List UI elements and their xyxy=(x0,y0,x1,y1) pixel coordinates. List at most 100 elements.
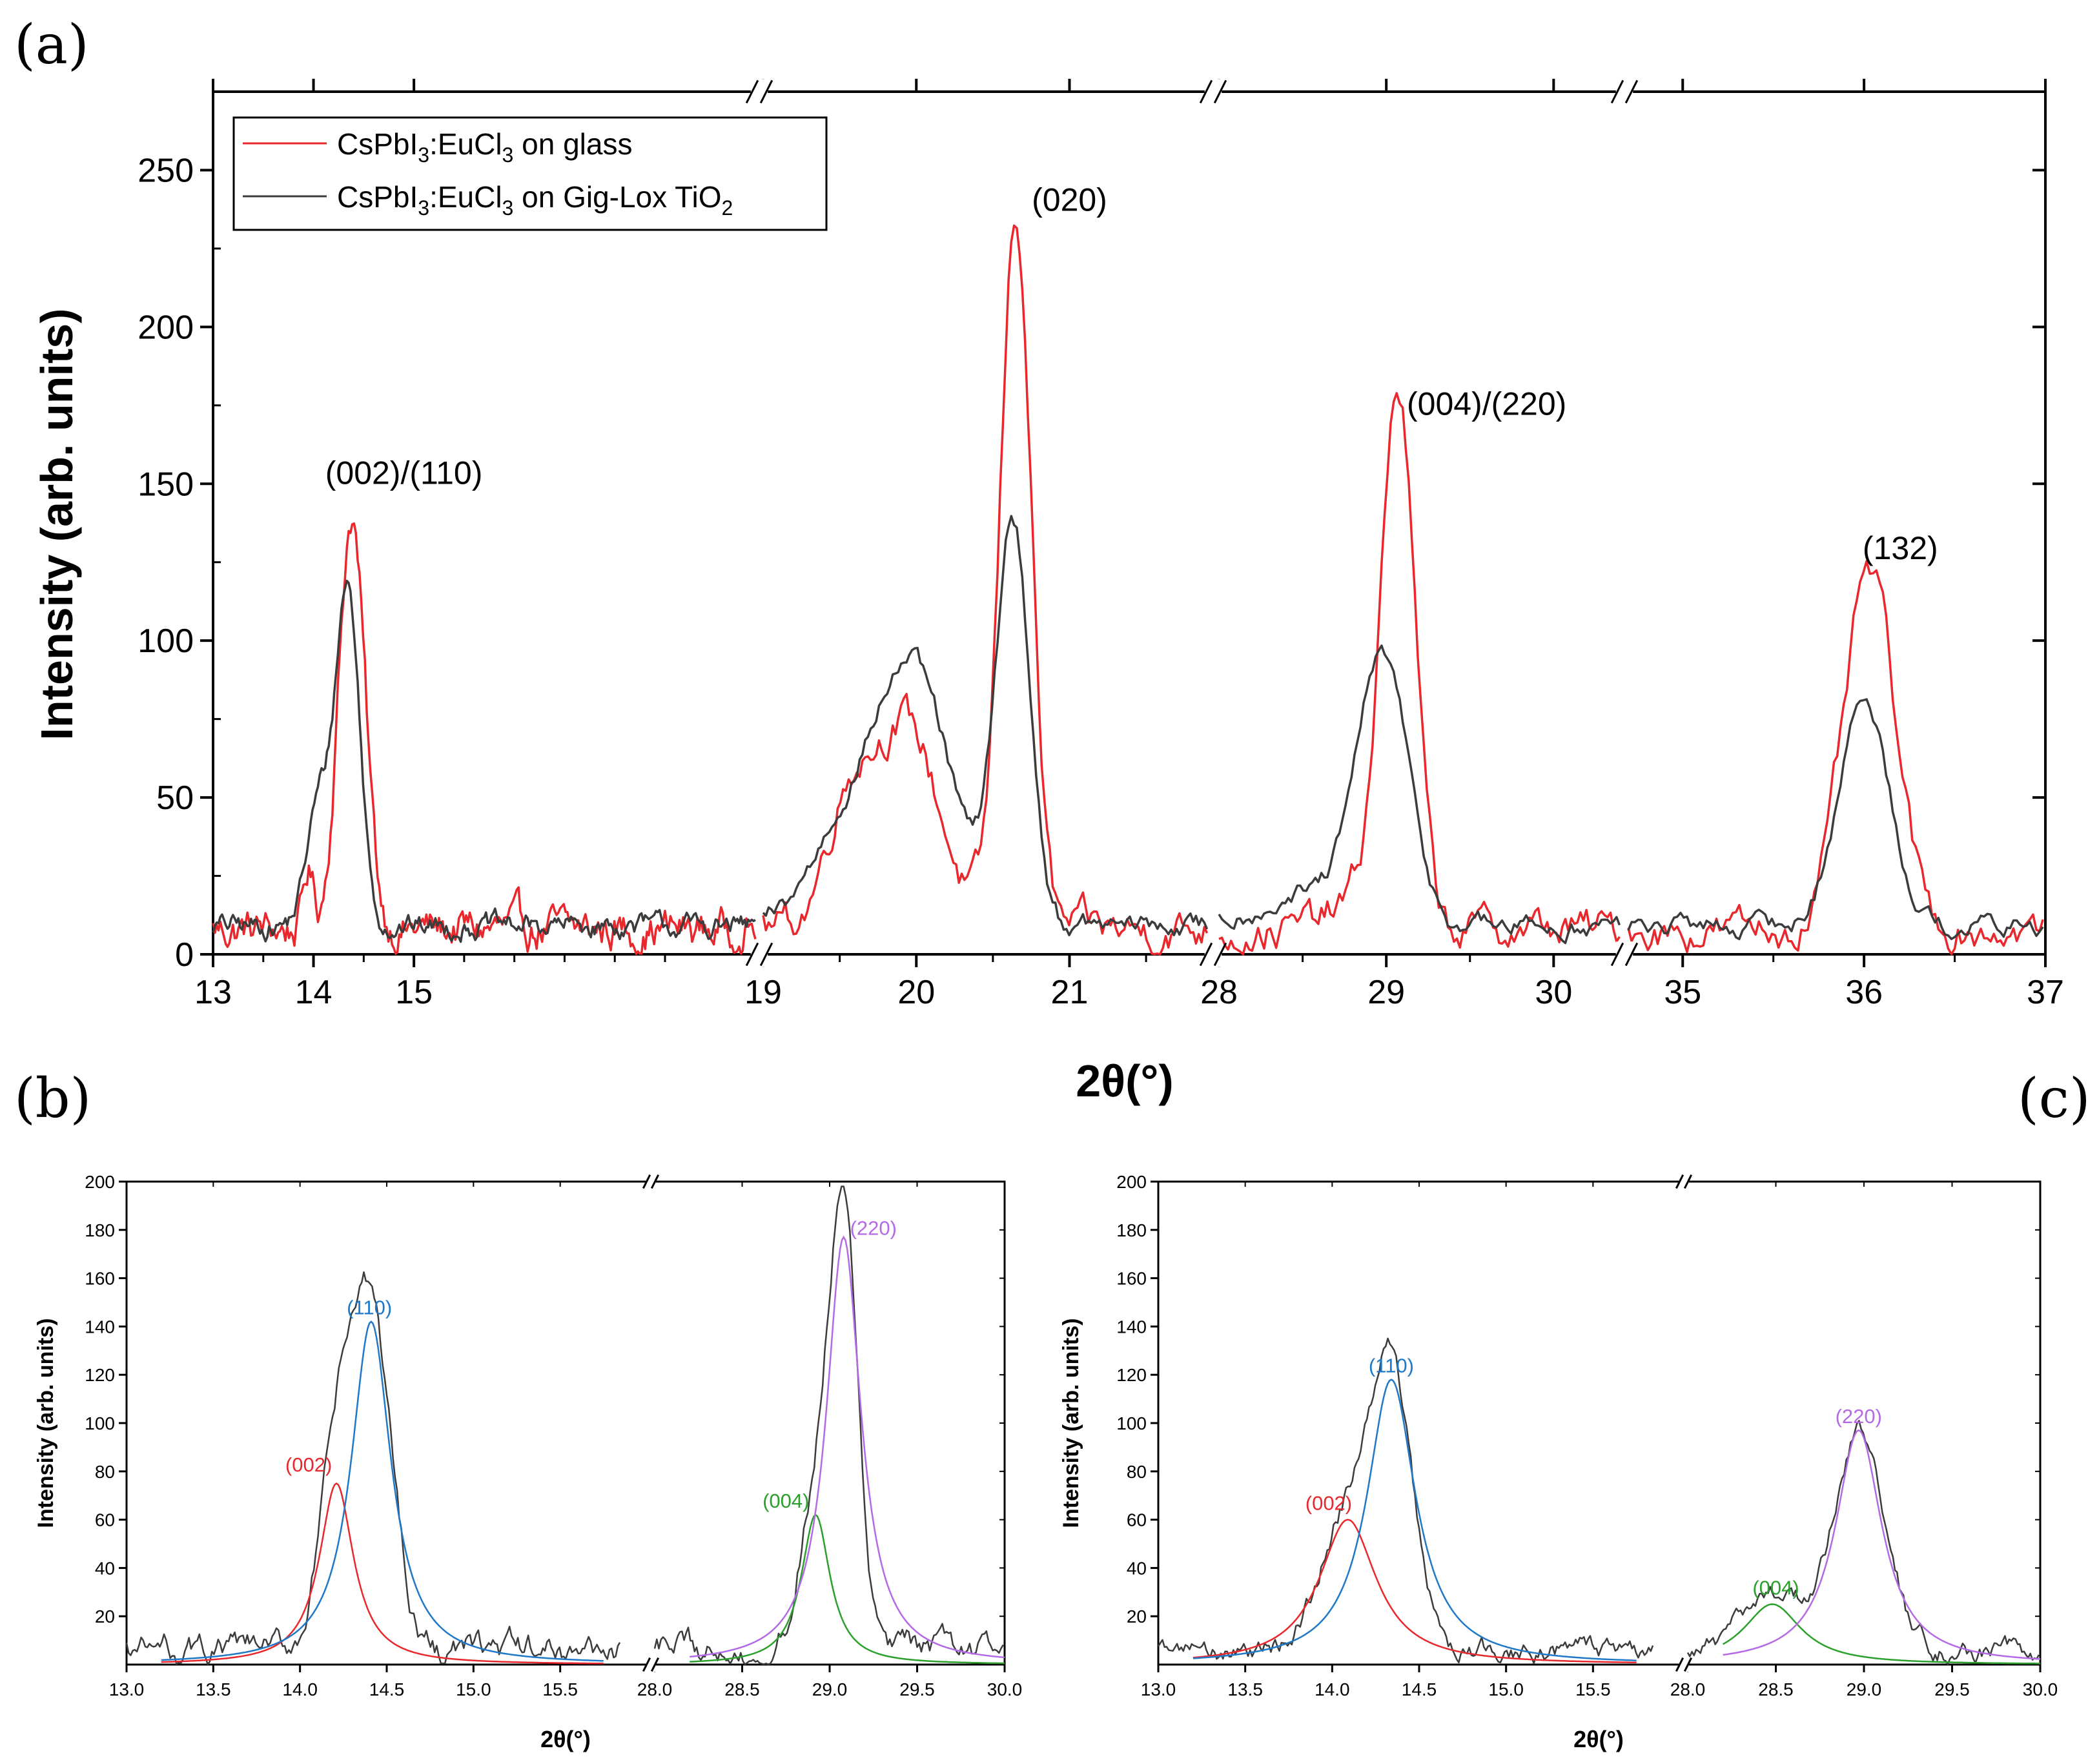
a-series-0-seg-2 xyxy=(1218,392,1621,956)
b-ytick-label: 60 xyxy=(95,1510,115,1530)
a-ytick-label: 0 xyxy=(175,936,194,974)
a-xtick-label: 21 xyxy=(1051,974,1089,1011)
a-xtick-label: 28 xyxy=(1200,974,1238,1011)
a-axis-break-bottom-1-2 xyxy=(1213,942,1227,967)
b-xtick-label: 15.5 xyxy=(542,1679,578,1699)
c-xtick-label: 15.0 xyxy=(1488,1679,1524,1699)
a-axis-break-top-1-2 xyxy=(1213,79,1227,104)
a-peak-label: (002)/(110) xyxy=(325,455,483,491)
b-axis-break-bottom xyxy=(642,1657,651,1672)
c-peak-label: (110) xyxy=(1369,1354,1414,1377)
b-ytick-label: 100 xyxy=(85,1413,115,1433)
a-axis-break-bottom-1 xyxy=(1199,942,1213,967)
b-ytick-label: 20 xyxy=(95,1606,115,1626)
chart-a-ylabel: Intensity (arb. units) xyxy=(32,309,82,741)
c-axis-break-bottom-2 xyxy=(1683,1657,1693,1672)
a-ytick-label: 250 xyxy=(138,152,194,189)
a-xtick-label: 20 xyxy=(897,974,935,1011)
a-ytick-label: 100 xyxy=(138,622,194,660)
c-peak-label: (220) xyxy=(1836,1405,1882,1428)
a-axis-break-bottom-0-gap xyxy=(750,941,768,967)
c-xtick-label: 30.0 xyxy=(2023,1679,2058,1699)
a-peak-label: (004)/(220) xyxy=(1407,385,1566,422)
chart-a-frame xyxy=(212,90,2047,956)
a-axis-break-bottom-2 xyxy=(1610,942,1624,967)
c-ytick-label: 20 xyxy=(1127,1606,1147,1626)
b-xtick-label: 28.0 xyxy=(637,1679,673,1699)
a-axis-break-top-0-2 xyxy=(759,79,773,104)
a-peak-label: (020) xyxy=(1032,182,1107,218)
b-xtick-label: 13.5 xyxy=(196,1679,231,1699)
a-series-1-seg-3 xyxy=(1627,698,2044,941)
c-xtick-label: 28.0 xyxy=(1670,1679,1706,1699)
c-ytick-label: 120 xyxy=(1116,1365,1147,1385)
a-ytick-label: 50 xyxy=(156,779,194,817)
chart-b-ylabel: Intensity (arb. units) xyxy=(34,1318,58,1528)
c-peak-label: (002) xyxy=(1305,1492,1352,1515)
a-xtick-label: 36 xyxy=(1845,974,1883,1011)
c-ytick-label: 140 xyxy=(1116,1317,1147,1337)
b-xtick-label: 14.5 xyxy=(369,1679,405,1699)
a-axis-break-bottom-0-2 xyxy=(759,942,773,967)
chart-c: 20 40 60 80 100 120 140 160 180 200 13.0 13.5 14.0 14… xyxy=(1059,1172,2058,1752)
b-peak-label: (110) xyxy=(347,1297,392,1319)
b-xtick-label: 28.5 xyxy=(724,1679,760,1699)
a-xtick-label: 19 xyxy=(744,974,782,1011)
a-ytick-label: 200 xyxy=(138,309,194,346)
b-peak-label: (004) xyxy=(763,1490,809,1512)
b-peak-label: (220) xyxy=(850,1216,897,1239)
a-series-1-seg-2 xyxy=(1218,644,1621,945)
b-fit-004 xyxy=(690,1513,1005,1665)
c-xtick-label: 13.0 xyxy=(1141,1679,1176,1699)
a-axis-break-top-0-gap xyxy=(750,79,768,105)
legend-a-box xyxy=(232,116,828,231)
a-xtick-label: 14 xyxy=(295,974,333,1011)
b-data-trace-0 xyxy=(125,1271,621,1665)
a-xtick-label: 37 xyxy=(2027,974,2064,1011)
legend-glass-label: CsPbI3:EuCl3 on glass xyxy=(337,127,632,167)
chart-a-xlabel: 2θ(°) xyxy=(1076,1056,1173,1106)
chart-b-xlabel: 2θ(°) xyxy=(540,1726,591,1752)
c-fit-110 xyxy=(1192,1379,1637,1661)
a-series-0-seg-0 xyxy=(212,522,757,956)
c-xtick-label: 13.5 xyxy=(1227,1679,1263,1699)
b-fit-220 xyxy=(690,1235,1005,1659)
b-xtick-label: 13.0 xyxy=(109,1679,145,1699)
a-xtick-label: 30 xyxy=(1535,974,1572,1011)
c-fit-220 xyxy=(1723,1429,2041,1660)
c-ytick-label: 60 xyxy=(1127,1510,1147,1530)
chart-c-xlabel: 2θ(°) xyxy=(1573,1726,1624,1752)
b-axis-break-top xyxy=(642,1174,651,1189)
panel-label-b: (b) xyxy=(14,1067,91,1130)
chart-c-ylabel: Intensity (arb. units) xyxy=(1059,1318,1083,1528)
a-axis-break-top-2-gap xyxy=(1615,79,1633,105)
b-ytick-label: 160 xyxy=(85,1269,115,1289)
chart-b: 20 40 60 80 100 120 140 160 180 200 13.0 13.5 14.0 14… xyxy=(34,1172,1022,1752)
a-axis-break-top-1 xyxy=(1199,79,1213,104)
b-xtick-label: 15.0 xyxy=(456,1679,491,1699)
b-ytick-label: 120 xyxy=(85,1365,115,1385)
a-axis-break-bottom-0 xyxy=(745,942,759,967)
c-xtick-label: 14.0 xyxy=(1315,1679,1350,1699)
c-ytick-label: 200 xyxy=(1116,1172,1147,1192)
c-peak-label: (004) xyxy=(1752,1577,1799,1599)
b-axis-break-bottom-2 xyxy=(650,1657,660,1672)
c-ytick-label: 100 xyxy=(1116,1413,1147,1433)
c-data-trace-0 xyxy=(1157,1337,1654,1665)
c-ytick-label: 160 xyxy=(1116,1269,1147,1289)
a-axis-break-top-2-2 xyxy=(1624,79,1639,104)
c-axis-break-top-2 xyxy=(1683,1174,1693,1189)
a-axis-break-bottom-2-gap xyxy=(1615,941,1633,967)
c-xtick-label: 15.5 xyxy=(1575,1679,1611,1699)
a-axis-break-top-2 xyxy=(1610,79,1624,104)
c-xtick-label: 28.5 xyxy=(1758,1679,1794,1699)
a-ytick-label: 150 xyxy=(138,466,194,503)
b-ytick-label: 80 xyxy=(95,1462,115,1482)
panel-label-a: (a) xyxy=(14,13,89,76)
b-xtick-label: 29.0 xyxy=(812,1679,848,1699)
c-ytick-label: 40 xyxy=(1127,1558,1147,1578)
b-fit-002 xyxy=(161,1482,604,1665)
b-axis-break-top-2 xyxy=(650,1174,660,1189)
c-fit-004 xyxy=(1722,1603,2040,1665)
